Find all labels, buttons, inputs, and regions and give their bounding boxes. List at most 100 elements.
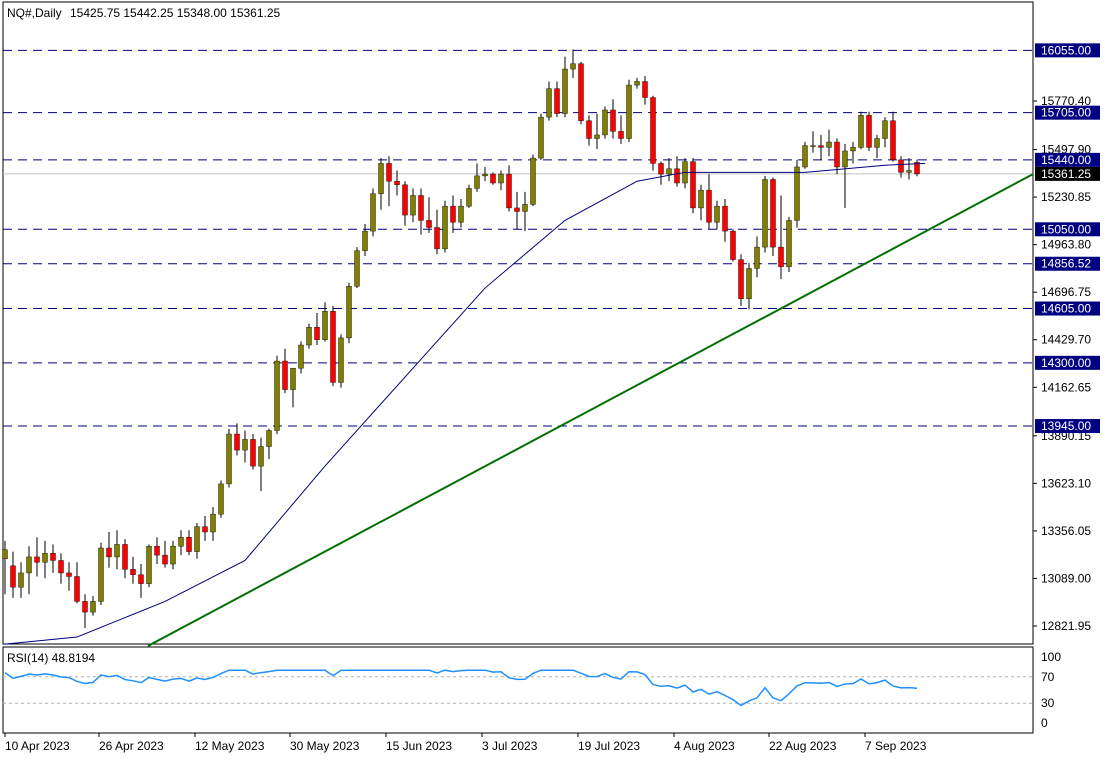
bear-candle-body — [394, 181, 400, 185]
candle — [706, 174, 712, 230]
bull-candle-body — [562, 68, 568, 114]
bear-candle-body — [770, 179, 776, 248]
bull-candle-body — [594, 134, 600, 139]
bear-candle-body — [778, 246, 784, 267]
candle — [762, 175, 768, 253]
bear-candle-body — [314, 327, 320, 340]
bull-candle-body — [322, 310, 328, 340]
bull-candle-body — [146, 546, 152, 584]
bear-candle-body — [706, 189, 712, 223]
candle — [802, 142, 808, 169]
candle — [362, 223, 368, 257]
rsi-tick-label: 70 — [1041, 670, 1055, 684]
price-tick-label: 14429.70 — [1041, 333, 1091, 347]
candle — [162, 540, 168, 568]
candle — [666, 158, 672, 182]
dates-layer: 10 Apr 2023 26 Apr 2023 12 May 2023 30 May … — [4, 733, 927, 753]
rsi-layer — [3, 669, 1033, 707]
candle — [74, 562, 80, 604]
bear-candle-body — [642, 81, 648, 98]
bull-candle-body — [226, 433, 232, 485]
level-label-bg — [1035, 222, 1100, 237]
candle — [914, 159, 920, 177]
bull-candle-body — [602, 109, 608, 136]
candle — [2, 540, 8, 595]
candle — [650, 95, 656, 171]
bear-candle-body — [506, 173, 512, 209]
date-tick-label: 26 Apr 2023 — [99, 739, 164, 753]
bear-candle-body — [402, 184, 408, 216]
bear-candle-body — [154, 546, 160, 556]
bull-candle-body — [26, 556, 32, 574]
candle — [10, 551, 16, 598]
bear-candle-body — [722, 205, 728, 232]
level-label-bg — [1035, 43, 1100, 58]
candle — [410, 188, 416, 223]
candle — [850, 142, 856, 164]
bull-candle-body — [370, 193, 376, 232]
bull-candle-body — [842, 150, 848, 168]
candle — [298, 341, 304, 374]
bear-candle-body — [282, 360, 288, 390]
candle — [42, 540, 48, 579]
bull-candle-body — [338, 337, 344, 383]
rsi-tick-label: 30 — [1041, 696, 1055, 710]
level-label-bg — [1035, 105, 1100, 120]
bear-candle-body — [434, 227, 440, 250]
bull-candle-body — [474, 175, 480, 189]
candle — [570, 49, 576, 78]
candle — [122, 539, 128, 579]
level-label: 14856.52 — [1041, 257, 1091, 271]
candle — [842, 143, 848, 208]
candle — [546, 81, 552, 121]
candle — [698, 184, 704, 221]
candle — [602, 106, 608, 139]
candle — [498, 170, 504, 191]
rsi-line — [4, 669, 918, 707]
candle — [618, 115, 624, 144]
bull-candle-body — [850, 147, 856, 152]
candle — [450, 195, 456, 233]
date-tick-label: 4 Aug 2023 — [674, 739, 735, 753]
candle — [594, 113, 600, 150]
candle — [866, 111, 872, 151]
bull-candle-body — [410, 195, 416, 216]
date-tick-label: 30 May 2023 — [290, 739, 360, 753]
candle — [658, 161, 664, 185]
candle — [890, 111, 896, 162]
bear-candle-body — [186, 537, 192, 552]
candle — [522, 191, 528, 232]
candle — [754, 236, 760, 278]
candles-layer — [2, 49, 920, 629]
current-price-label: 15361.25 — [1041, 167, 1091, 181]
price-tick-label: 14696.75 — [1041, 285, 1091, 299]
ma-layer — [4, 162, 926, 645]
candle — [170, 540, 176, 570]
bull-candle-body — [306, 327, 312, 346]
bull-candle-body — [762, 179, 768, 248]
candle — [490, 172, 496, 185]
bull-candle-body — [378, 163, 384, 194]
candle — [562, 56, 568, 118]
bear-candle-body — [250, 439, 256, 467]
bear-candle-body — [658, 163, 664, 175]
candle — [322, 302, 328, 342]
trend-layer — [147, 173, 1034, 647]
candle — [282, 348, 288, 394]
bull-candle-body — [466, 188, 472, 207]
moving-average-line — [4, 162, 926, 645]
bear-candle-body — [122, 544, 128, 570]
bear-candle-body — [818, 145, 824, 148]
candle — [258, 437, 264, 492]
candle — [874, 134, 880, 159]
bear-candle-body — [650, 97, 656, 164]
bear-candle-body — [34, 556, 40, 563]
bull-candle-body — [210, 513, 216, 533]
candle — [714, 200, 720, 230]
candle — [538, 113, 544, 160]
bull-candle-body — [90, 601, 96, 613]
level-label-bg — [1035, 301, 1100, 316]
price-pane-frame — [2, 1, 1034, 645]
candle — [194, 523, 200, 559]
